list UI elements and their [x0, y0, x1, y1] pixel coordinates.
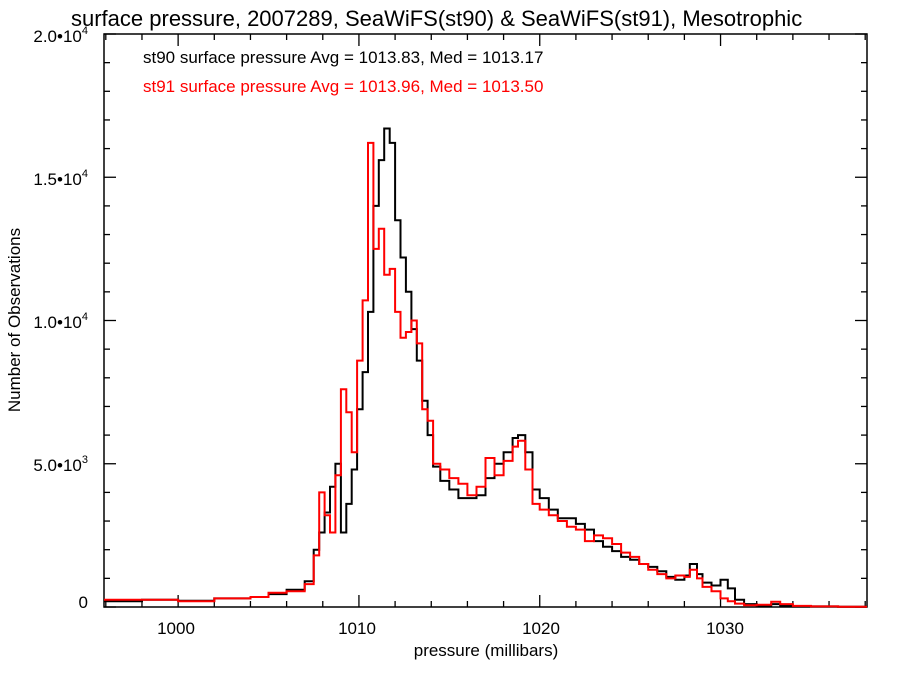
plot-frame: [103, 33, 868, 608]
x-tick-label: 1000: [157, 619, 195, 638]
y-axis-label: Number of Observations: [5, 228, 24, 412]
x-tick-labels: 1000 1010 1020 1030: [157, 619, 744, 638]
axis-ticks: [104, 33, 867, 608]
y-tick-label: 5.0•103: [33, 454, 88, 475]
legend-entry-st90: st90 surface pressure Avg = 1013.83, Med…: [143, 48, 543, 67]
y-tick-label: 2.0•104: [33, 25, 88, 46]
legend-entry-st91: st91 surface pressure Avg = 1013.96, Med…: [143, 77, 543, 96]
x-tick-label: 1010: [338, 619, 376, 638]
y-tick-label: 1.0•104: [33, 311, 88, 332]
plot-area: [103, 33, 868, 608]
y-tick-label: 1.5•104: [33, 168, 88, 189]
series-st90-line: [104, 127, 867, 608]
series-st91-line: [104, 141, 867, 608]
series-layer: [104, 127, 867, 608]
x-tick-label: 1020: [522, 619, 560, 638]
x-tick-label: 1030: [706, 619, 744, 638]
chart-title: surface pressure, 2007289, SeaWiFS(st90)…: [71, 6, 802, 31]
y-tick-label: 0: [79, 593, 88, 612]
x-axis-label: pressure (millibars): [414, 641, 559, 660]
y-tick-labels: 0 5.0•103 1.0•104 1.5•104 2.0•104: [33, 25, 88, 612]
